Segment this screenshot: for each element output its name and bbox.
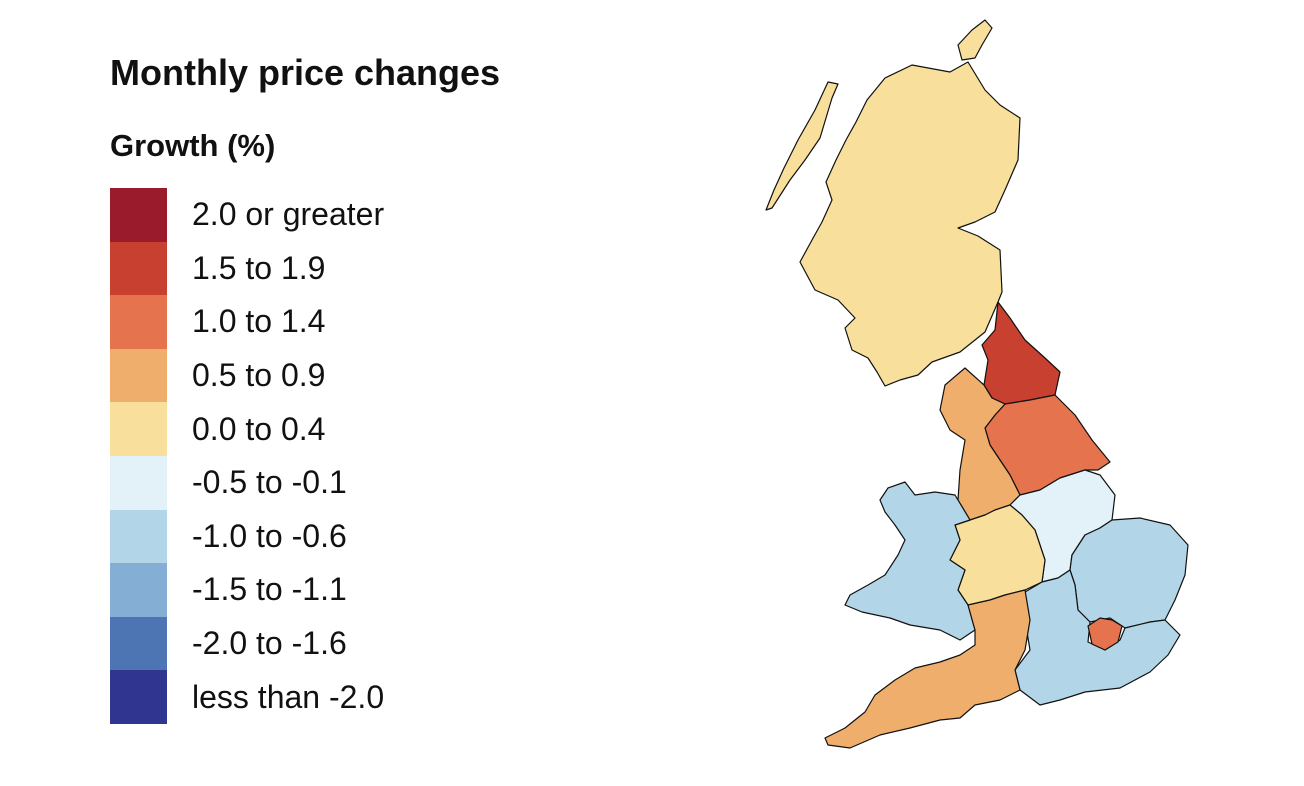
region-north-east[interactable] (981, 301, 1061, 405)
region-scotland-hebrides (765, 81, 839, 211)
legend-swatch (110, 455, 167, 510)
legend-label: -0.5 to -0.1 (192, 464, 347, 501)
legend-item: 1.0 to 1.4 (110, 295, 384, 349)
legend-item: -2.0 to -1.6 (110, 616, 384, 671)
region-scotland[interactable] (799, 61, 1021, 387)
legend-label: -2.0 to -1.6 (192, 625, 347, 662)
legend-item: less than -2.0 (110, 670, 384, 724)
legend-swatch (110, 509, 167, 564)
legend-swatch (110, 348, 167, 403)
legend-item: 2.0 or greater (110, 188, 384, 242)
legend-item: -1.5 to -1.1 (110, 563, 384, 617)
legend-label: -1.0 to -0.6 (192, 517, 347, 554)
region-scotland-shetland (957, 19, 993, 61)
region-wales[interactable] (844, 481, 976, 641)
legend-label: 0.5 to 0.9 (192, 357, 326, 394)
legend-swatch (110, 563, 167, 617)
region-london[interactable] (1087, 617, 1123, 651)
region-east[interactable] (1069, 517, 1189, 629)
legend-label: 1.5 to 1.9 (192, 249, 326, 286)
legend-item: -1.0 to -0.6 (110, 509, 384, 564)
legend-swatch (110, 241, 167, 296)
legend-label: 0.0 to 0.4 (192, 410, 326, 447)
legend-swatch (110, 670, 167, 724)
legend-item: 0.0 to 0.4 (110, 402, 384, 456)
map-title: Monthly price changes (110, 52, 501, 93)
legend-item: 0.5 to 0.9 (110, 348, 384, 403)
legend-label: 2.0 or greater (192, 196, 385, 233)
legend-label: 1.0 to 1.4 (192, 303, 326, 340)
legend: 2.0 or greater 1.5 to 1.9 1.0 to 1.4 0.5 to… (110, 188, 384, 724)
legend-swatch (110, 616, 167, 671)
legend-swatch (110, 402, 167, 456)
legend-title: Growth (%) (110, 128, 276, 163)
legend-item: -0.5 to -0.1 (110, 455, 384, 510)
legend-swatch (110, 188, 167, 242)
legend-label: less than -2.0 (192, 678, 385, 715)
region-south-west[interactable] (824, 589, 1031, 749)
legend-label: -1.5 to -1.1 (192, 571, 347, 608)
legend-item: 1.5 to 1.9 (110, 241, 384, 296)
legend-swatch (110, 295, 167, 349)
